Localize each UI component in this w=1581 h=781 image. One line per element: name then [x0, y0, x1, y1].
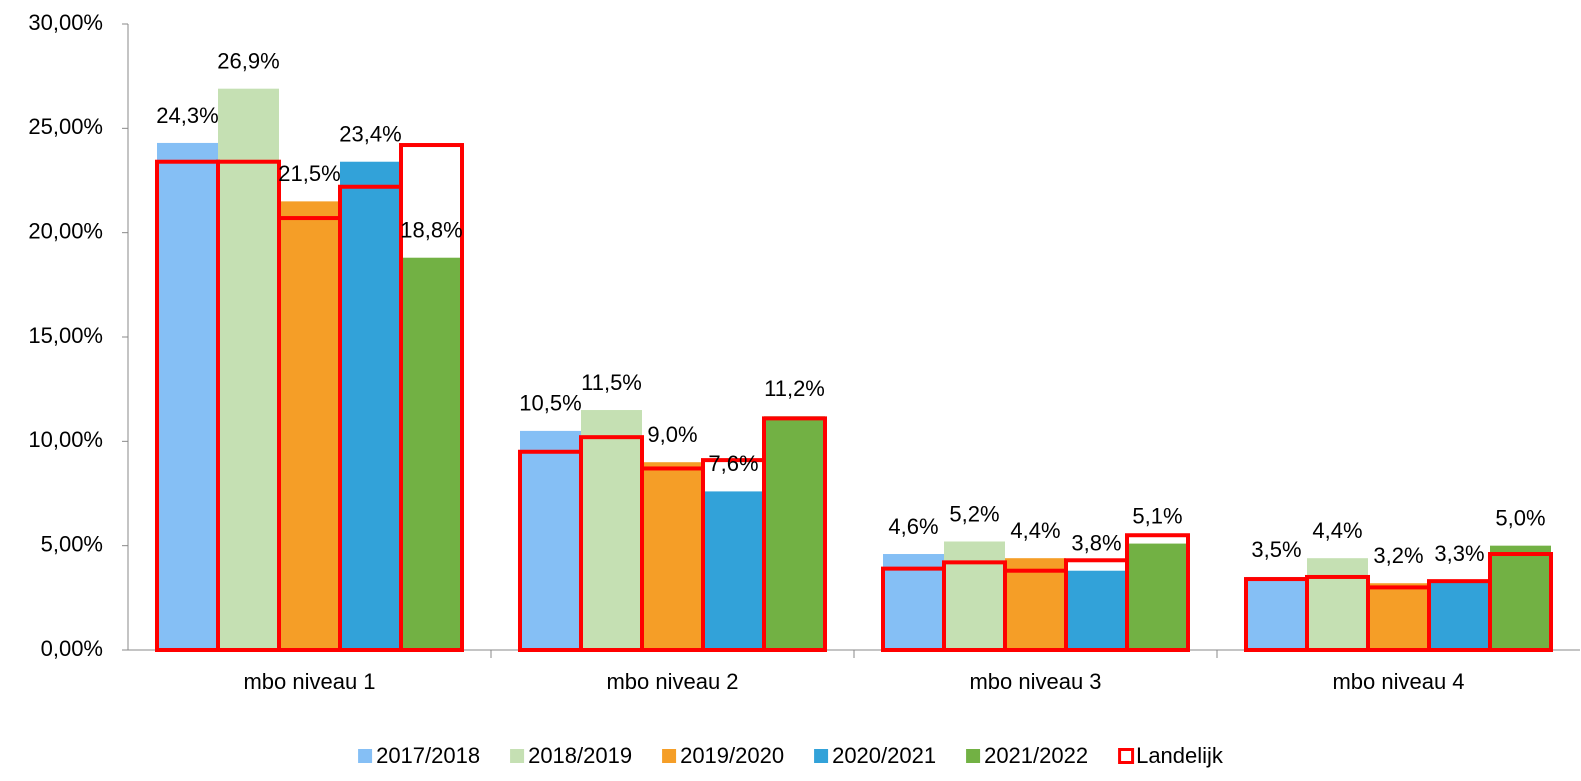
bar [944, 541, 1005, 650]
bar [340, 161, 401, 650]
value-label: 5,1% [1132, 503, 1182, 528]
y-tick-label: 20,00% [28, 218, 103, 243]
bar [703, 491, 764, 650]
legend-swatch [510, 749, 525, 763]
value-label: 11,2% [764, 376, 825, 401]
legend-swatch [1118, 748, 1135, 764]
bar [1127, 543, 1188, 650]
value-label: 24,3% [156, 103, 218, 128]
reference-bar [1125, 533, 1190, 653]
bar [1246, 576, 1307, 650]
bar [1429, 581, 1490, 650]
bar [1368, 583, 1429, 650]
y-tick-label: 5,00% [41, 531, 103, 556]
value-label: 5,0% [1495, 505, 1545, 530]
bar [1005, 558, 1066, 650]
value-label: 18,8% [400, 218, 462, 243]
x-tick-label: mbo niveau 3 [969, 669, 1101, 694]
bar [520, 430, 581, 650]
value-label: 4,4% [1312, 518, 1362, 543]
bar [642, 462, 703, 650]
reference-bar [1488, 552, 1553, 652]
value-label: 4,4% [1010, 518, 1060, 543]
legend-label: 2020/2021 [832, 743, 936, 768]
bar [581, 410, 642, 650]
legend-label: Landelijk [1136, 743, 1224, 768]
x-tick-label: mbo niveau 2 [606, 669, 738, 694]
legend-swatch [662, 749, 677, 763]
bar [1490, 545, 1551, 650]
legend-swatch [814, 749, 829, 763]
bar [1307, 558, 1368, 650]
legend-swatch [358, 749, 373, 763]
y-tick-label: 25,00% [28, 114, 103, 139]
legend-label: 2021/2022 [984, 743, 1088, 768]
y-tick-label: 10,00% [28, 427, 103, 452]
bar [157, 142, 218, 650]
reference-bar [762, 416, 827, 652]
value-label: 7,6% [708, 451, 758, 476]
bar [1066, 570, 1127, 650]
value-label: 3,3% [1434, 541, 1484, 566]
y-tick-label: 30,00% [28, 10, 103, 35]
legend-label: 2018/2019 [528, 743, 632, 768]
value-label: 4,6% [888, 514, 938, 539]
legend-label: 2017/2018 [376, 743, 480, 768]
value-label: 9,0% [647, 422, 697, 447]
value-label: 21,5% [278, 161, 340, 186]
bar [279, 201, 340, 650]
bar [218, 88, 279, 651]
value-label: 3,2% [1373, 543, 1423, 568]
legend-label: 2019/2020 [680, 743, 784, 768]
value-label: 3,5% [1251, 537, 1301, 562]
legend-swatch [966, 749, 981, 763]
x-tick-label: mbo niveau 4 [1332, 669, 1464, 694]
value-label: 23,4% [339, 122, 401, 147]
bar [764, 416, 825, 650]
y-tick-label: 15,00% [28, 323, 103, 348]
y-tick-label: 0,00% [41, 636, 103, 661]
x-tick-label: mbo niveau 1 [243, 669, 375, 694]
value-label: 5,2% [949, 501, 999, 526]
value-label: 10,5% [519, 391, 581, 416]
reference-bar [399, 143, 464, 652]
value-label: 26,9% [217, 48, 279, 73]
value-label: 3,8% [1071, 531, 1121, 556]
value-label: 11,5% [581, 370, 642, 395]
bar [401, 257, 462, 650]
